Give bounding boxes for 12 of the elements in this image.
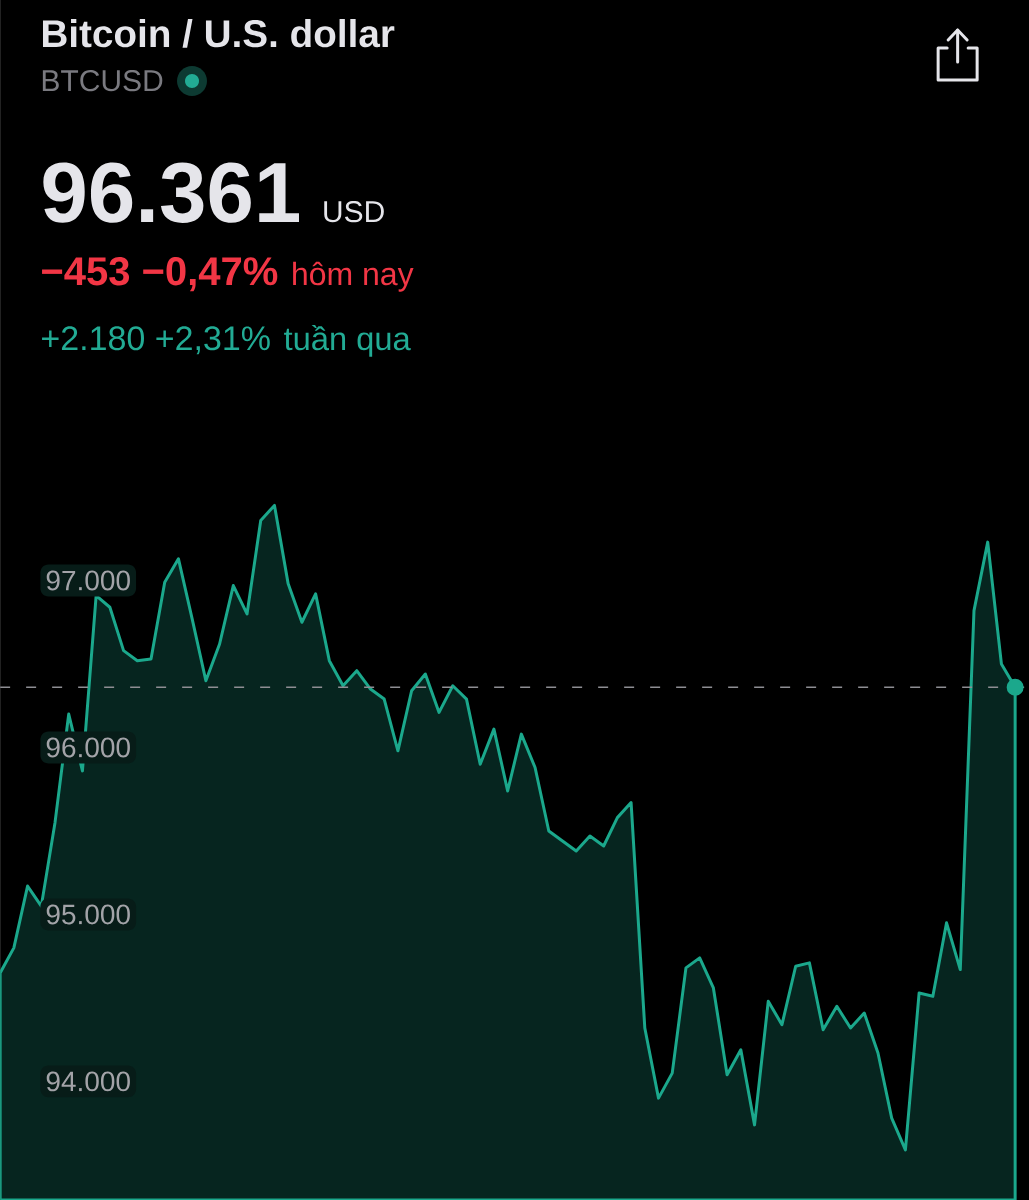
text: +2.180 +2,31%: [41, 326, 270, 355]
text: tuần qua: [283, 324, 411, 357]
y-tick-label: 95.000: [46, 904, 130, 925]
text: hôm nay: [293, 261, 414, 292]
text: −453 −0,47%: [41, 257, 278, 292]
y-tick-label: 94.000: [46, 1071, 130, 1092]
text: USD: [324, 201, 384, 223]
text: 96.361: [43, 162, 299, 223]
y-tick-label: 96.000: [46, 737, 130, 758]
y-tick-label: 97.000: [46, 570, 130, 591]
chart-title: Bitcoin / U.S. dollar: [42, 18, 395, 48]
chart-subtitle: BTCUSD: [42, 70, 163, 92]
